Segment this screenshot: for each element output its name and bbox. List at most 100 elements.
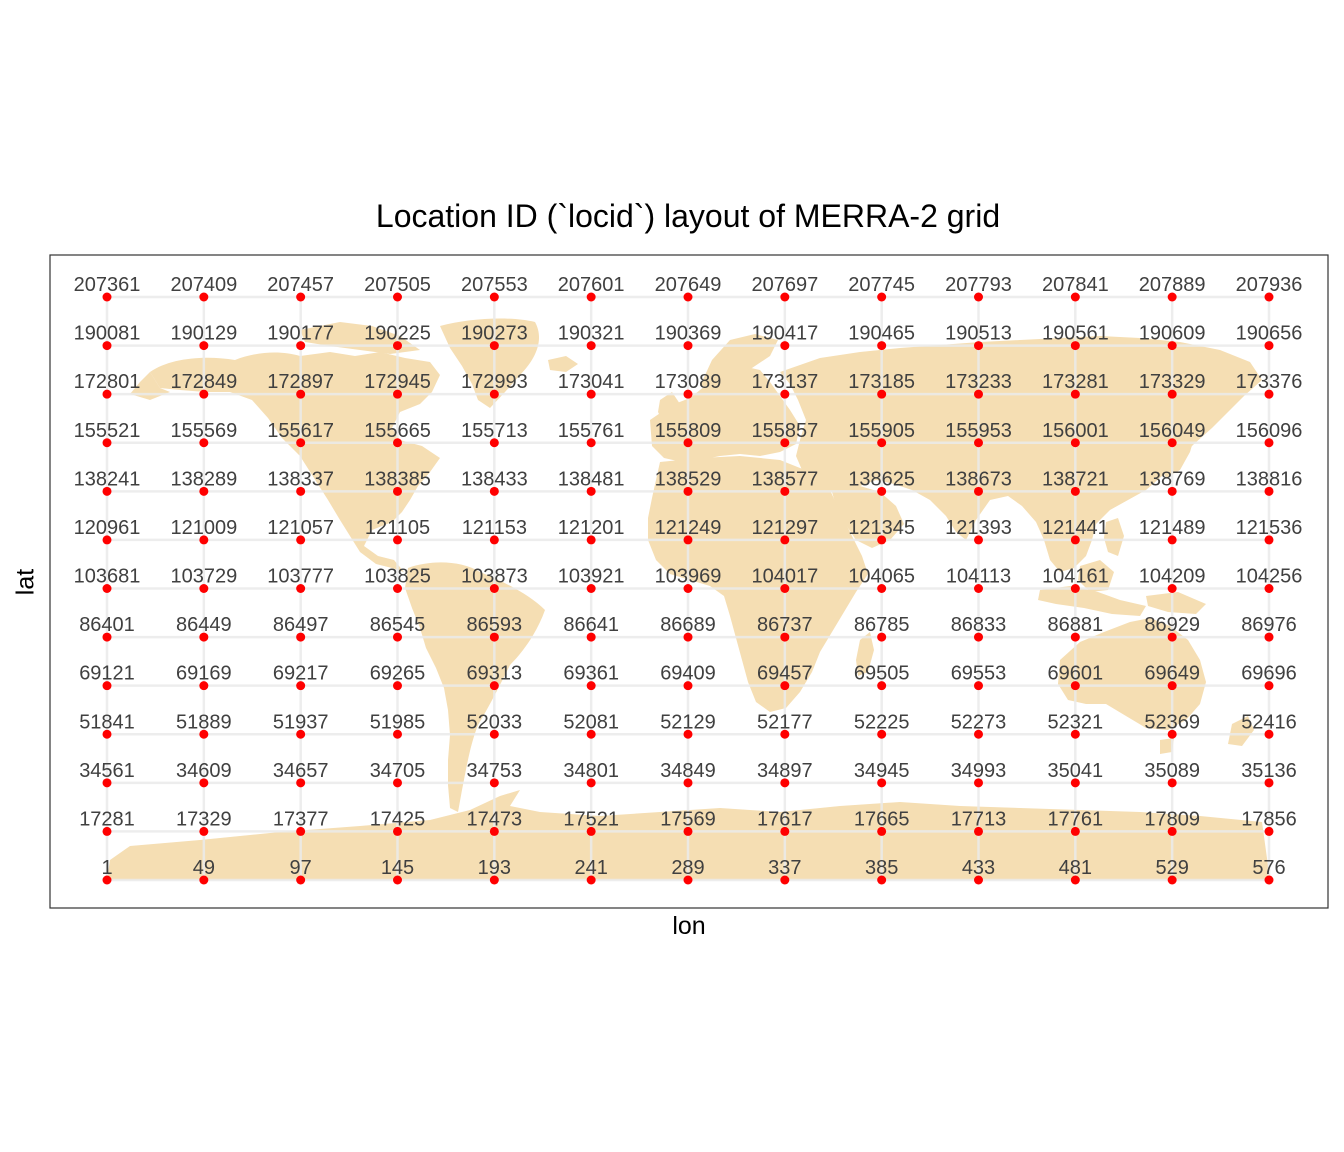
grid-point	[489, 778, 499, 788]
locid-label: 17569	[660, 808, 716, 830]
locid-label: 207409	[170, 274, 237, 296]
grid-point	[296, 729, 306, 739]
grid-point	[683, 681, 693, 691]
grid-point	[877, 486, 887, 496]
grid-point	[974, 535, 983, 545]
locid-label: 121345	[848, 517, 915, 539]
grid-point	[780, 486, 790, 496]
grid-point	[974, 632, 983, 642]
grid-point	[1264, 535, 1274, 545]
grid-point	[1167, 681, 1177, 691]
locid-label: 17665	[854, 808, 910, 830]
grid-point	[683, 535, 693, 545]
grid-point	[1264, 341, 1274, 351]
locid-label: 155713	[461, 420, 528, 442]
grid-point	[877, 778, 887, 788]
grid-point	[102, 292, 112, 302]
locid-label: 49	[193, 857, 215, 879]
locid-label: 138385	[364, 468, 431, 490]
locid-label: 17856	[1241, 808, 1297, 830]
locid-label: 17425	[370, 808, 426, 830]
locid-label: 86833	[951, 614, 1007, 636]
grid-point	[102, 681, 112, 691]
locid-label: 86881	[1048, 614, 1104, 636]
locid-label: 69169	[176, 663, 232, 685]
locid-label: 337	[768, 857, 801, 879]
grid-point	[877, 632, 887, 642]
grid-point	[586, 681, 596, 691]
grid-point	[489, 826, 499, 836]
grid-point	[974, 681, 983, 691]
grid-point	[683, 875, 693, 885]
locid-label: 34801	[563, 760, 619, 782]
grid-point	[1167, 389, 1177, 399]
locid-label: 17713	[951, 808, 1007, 830]
grid-point	[489, 438, 499, 448]
grid-point	[780, 584, 790, 593]
grid-point	[489, 584, 499, 593]
south-america-landmass	[405, 562, 545, 812]
grid-point	[296, 438, 306, 448]
locid-label: 52321	[1048, 711, 1104, 733]
grid-point	[393, 389, 402, 399]
locid-label: 103729	[170, 566, 237, 588]
grid-point	[1070, 778, 1080, 788]
locid-label: 481	[1059, 857, 1092, 879]
locid-label: 190561	[1042, 323, 1109, 345]
grid-point	[877, 535, 887, 545]
locid-label: 34849	[660, 760, 716, 782]
grid-point	[102, 341, 112, 351]
locid-label: 52416	[1241, 711, 1297, 733]
grid-point	[1070, 389, 1080, 399]
grid-point	[102, 729, 112, 739]
locid-label: 241	[574, 857, 607, 879]
grid-point	[1264, 778, 1274, 788]
grid-point	[877, 875, 887, 885]
locid-label: 52033	[467, 711, 523, 733]
grid-point	[489, 535, 499, 545]
locid-label: 120961	[74, 517, 141, 539]
locid-label: 69553	[951, 663, 1007, 685]
locid-label: 104065	[848, 566, 915, 588]
grid-point	[199, 438, 209, 448]
grid-point	[102, 389, 112, 399]
grid-point	[296, 535, 306, 545]
new-zealand-landmass	[1228, 716, 1254, 746]
grid-point	[1264, 632, 1274, 642]
locid-label: 138816	[1236, 468, 1303, 490]
data-labels: 207361 207409 207457 207505 207553 207601 2076…	[74, 274, 1303, 879]
grid-point	[1264, 389, 1274, 399]
grid-point	[780, 826, 790, 836]
grid-point	[393, 632, 402, 642]
grid-point	[683, 438, 693, 448]
grid-point	[877, 438, 887, 448]
locid-label: 173041	[558, 371, 625, 393]
locid-label: 121057	[267, 517, 334, 539]
locid-label: 17521	[563, 808, 619, 830]
grid-point	[489, 292, 499, 302]
grid-point	[1167, 292, 1177, 302]
grid-point	[683, 632, 693, 642]
grid-point	[1070, 341, 1080, 351]
grid-point	[102, 778, 112, 788]
locid-label: 121105	[365, 517, 430, 539]
grid-point	[586, 729, 596, 739]
grid-point	[393, 778, 402, 788]
grid-point	[586, 292, 596, 302]
locid-label: 155665	[364, 420, 431, 442]
grid-point	[489, 486, 499, 496]
grid-point	[1264, 584, 1274, 593]
locid-label: 190129	[170, 323, 237, 345]
grid-point	[780, 778, 790, 788]
grid-point	[393, 826, 402, 836]
locid-label: 104209	[1139, 566, 1206, 588]
grid-point	[199, 778, 209, 788]
grid-point	[393, 681, 402, 691]
locid-label: 52129	[660, 711, 716, 733]
grid-point	[683, 389, 693, 399]
locid-label: 121249	[655, 517, 722, 539]
locid-label: 69457	[757, 663, 813, 685]
locid-label: 103681	[74, 566, 141, 588]
grid-point	[199, 875, 209, 885]
